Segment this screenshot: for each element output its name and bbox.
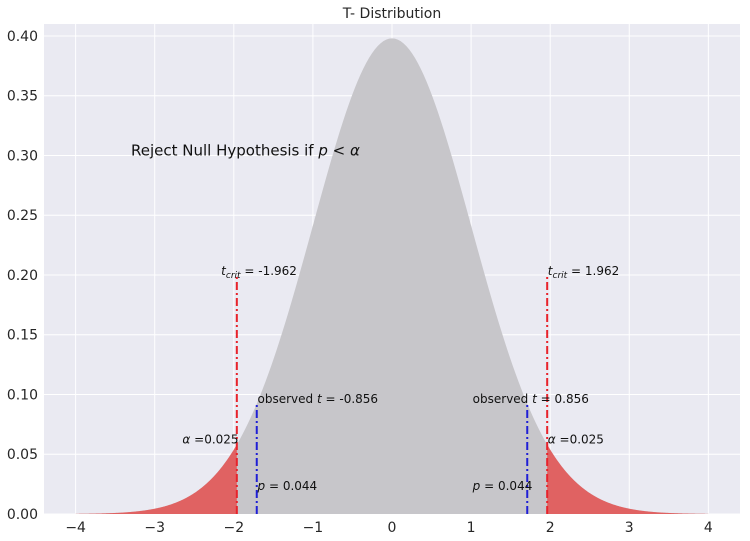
y-tick-label: 0.05	[7, 447, 38, 463]
axis-ticks: −4 −3 −2 −1 0 1 2 3 4 0.00 0.05 0.10 0.15 0.20 0.25 0.3…	[7, 29, 713, 536]
x-tick-label: 2	[546, 520, 555, 536]
x-tick-label: −1	[303, 520, 324, 536]
tcrit-right-annotation: tcrit = 1.962	[548, 264, 619, 281]
x-tick-label: −3	[144, 520, 165, 536]
alpha-left-annotation: α =0.025	[182, 432, 238, 446]
alpha-right-annotation: α =0.025	[548, 432, 604, 446]
reject-annotation: Reject Null Hypothesis if p < α	[131, 141, 360, 159]
distribution-fills	[75, 38, 709, 515]
p-value-right-annotation: p = 0.044	[472, 479, 533, 493]
x-tick-label: −4	[65, 520, 86, 536]
vertical-lines	[235, 274, 549, 514]
x-tick-label: 0	[388, 520, 397, 536]
observed-left-annotation: observed t = -0.856	[258, 392, 379, 406]
p-value-left-annotation: p = 0.044	[257, 479, 318, 493]
y-tick-label: 0.30	[7, 148, 38, 164]
x-tick-label: 3	[625, 520, 634, 536]
rejection-region-left	[75, 444, 237, 514]
y-tick-label: 0.10	[7, 387, 38, 403]
y-tick-label: 0.15	[7, 328, 38, 344]
x-tick-label: 1	[467, 520, 476, 536]
x-tick-label: −2	[223, 520, 244, 536]
y-tick-label: 0.25	[7, 208, 38, 224]
y-tick-label: 0.00	[7, 507, 38, 523]
x-tick-label: 4	[704, 520, 713, 536]
observed-right-annotation: observed t = 0.856	[473, 392, 589, 406]
y-tick-label: 0.35	[7, 89, 38, 105]
density-area	[75, 38, 709, 515]
y-tick-label: 0.20	[7, 268, 38, 284]
tcrit-left-annotation: tcrit = -1.962	[221, 264, 297, 281]
rejection-region-right	[547, 444, 709, 514]
y-tick-label: 0.40	[7, 29, 38, 45]
chart-title: T- Distribution	[342, 6, 441, 22]
